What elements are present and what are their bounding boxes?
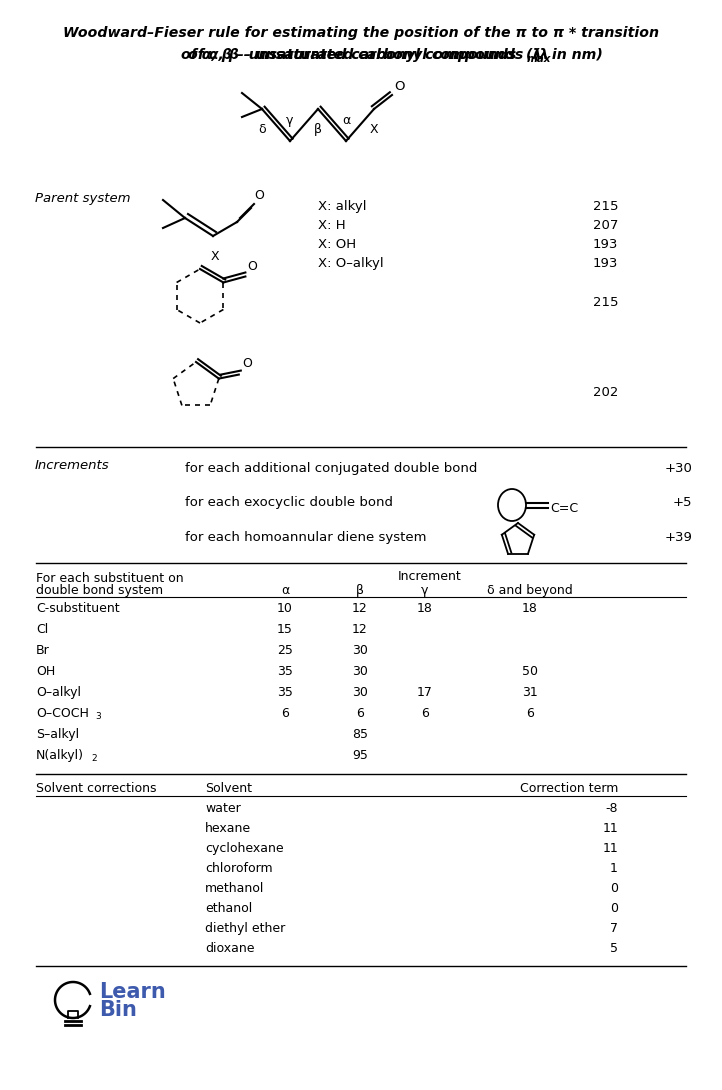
Text: 50: 50 bbox=[522, 665, 538, 678]
Text: N(alkyl): N(alkyl) bbox=[36, 749, 84, 762]
Text: 12: 12 bbox=[352, 623, 368, 635]
Text: 207: 207 bbox=[593, 219, 618, 232]
Text: O: O bbox=[254, 189, 264, 202]
Text: O–alkyl: O–alkyl bbox=[36, 686, 81, 699]
Text: chloroform: chloroform bbox=[205, 862, 273, 875]
Text: C-substituent: C-substituent bbox=[36, 602, 120, 615]
Text: for each additional conjugated double bond: for each additional conjugated double bo… bbox=[185, 462, 477, 475]
Text: methanol: methanol bbox=[205, 882, 264, 895]
Text: in nm): in nm) bbox=[547, 48, 603, 62]
Text: 30: 30 bbox=[352, 665, 368, 678]
Text: OH: OH bbox=[36, 665, 56, 678]
Text: ethanol: ethanol bbox=[205, 903, 252, 915]
Text: 1: 1 bbox=[610, 862, 618, 875]
Text: β: β bbox=[314, 123, 322, 136]
Text: Solvent corrections: Solvent corrections bbox=[36, 782, 157, 795]
Text: O–COCH: O–COCH bbox=[36, 707, 89, 720]
Text: water: water bbox=[205, 802, 240, 815]
Text: X: X bbox=[370, 123, 378, 136]
Text: β: β bbox=[356, 584, 364, 597]
Text: +39: +39 bbox=[664, 531, 692, 544]
Text: 30: 30 bbox=[352, 686, 368, 699]
Text: 215: 215 bbox=[593, 296, 618, 308]
Text: 0: 0 bbox=[610, 882, 618, 895]
Text: 25: 25 bbox=[277, 644, 293, 657]
Text: γ: γ bbox=[421, 584, 429, 597]
Text: γ: γ bbox=[286, 114, 294, 128]
Text: 202: 202 bbox=[593, 386, 618, 399]
Text: 18: 18 bbox=[417, 602, 433, 615]
Text: Cl: Cl bbox=[36, 623, 48, 635]
Text: 10: 10 bbox=[277, 602, 293, 615]
Text: 193: 193 bbox=[593, 238, 618, 251]
Text: for each exocyclic double bond: for each exocyclic double bond bbox=[185, 496, 393, 509]
Text: Increment: Increment bbox=[398, 570, 462, 583]
Text: of α, β – unsaturated carbonyl compounds  (λ: of α, β – unsaturated carbonyl compounds… bbox=[180, 48, 542, 62]
Text: Br: Br bbox=[36, 644, 50, 657]
Text: 3: 3 bbox=[95, 712, 101, 720]
Text: 31: 31 bbox=[522, 686, 538, 699]
Text: O: O bbox=[394, 80, 404, 93]
Text: 6: 6 bbox=[526, 707, 534, 720]
Text: δ and beyond: δ and beyond bbox=[487, 584, 573, 597]
Text: 0: 0 bbox=[610, 903, 618, 915]
Text: Correction term: Correction term bbox=[520, 782, 618, 795]
Text: 15: 15 bbox=[277, 623, 293, 635]
Text: 7: 7 bbox=[610, 922, 618, 935]
Text: of α, β – unsaturated carbonyl compounds  (λ: of α, β – unsaturated carbonyl compounds… bbox=[188, 48, 549, 62]
Text: X: alkyl: X: alkyl bbox=[318, 199, 367, 213]
Text: α: α bbox=[342, 114, 350, 128]
Text: 95: 95 bbox=[352, 749, 368, 762]
Text: 85: 85 bbox=[352, 728, 368, 741]
Text: 12: 12 bbox=[352, 602, 368, 615]
Text: +30: +30 bbox=[664, 462, 692, 475]
Text: 2: 2 bbox=[91, 754, 97, 763]
Text: double bond system: double bond system bbox=[36, 584, 163, 597]
Text: 35: 35 bbox=[277, 686, 293, 699]
Text: 35: 35 bbox=[277, 665, 293, 678]
Text: cyclohexane: cyclohexane bbox=[205, 841, 284, 855]
Text: S–alkyl: S–alkyl bbox=[36, 728, 79, 741]
Text: Parent system: Parent system bbox=[35, 192, 131, 205]
Text: δ: δ bbox=[258, 123, 266, 136]
Text: 18: 18 bbox=[522, 602, 538, 615]
Text: For each substituent on: For each substituent on bbox=[36, 572, 183, 585]
Text: 6: 6 bbox=[281, 707, 289, 720]
Text: hexane: hexane bbox=[205, 822, 251, 835]
Text: for each homoannular diene system: for each homoannular diene system bbox=[185, 531, 427, 544]
Text: 5: 5 bbox=[610, 942, 618, 955]
Text: X: OH: X: OH bbox=[318, 238, 356, 251]
Text: 11: 11 bbox=[602, 822, 618, 835]
Text: X: O–alkyl: X: O–alkyl bbox=[318, 257, 383, 270]
Text: Learn: Learn bbox=[99, 982, 166, 1002]
Text: O: O bbox=[248, 259, 257, 272]
Text: diethyl ether: diethyl ether bbox=[205, 922, 285, 935]
Text: Woodward–Fieser rule for estimating the position of the π to π * transition: Woodward–Fieser rule for estimating the … bbox=[63, 26, 659, 40]
Text: 6: 6 bbox=[356, 707, 364, 720]
Text: 30: 30 bbox=[352, 644, 368, 657]
Text: -8: -8 bbox=[606, 802, 618, 815]
Text: X: X bbox=[211, 250, 219, 263]
Text: Bin: Bin bbox=[99, 1000, 137, 1020]
Text: 215: 215 bbox=[593, 199, 618, 213]
Text: Increments: Increments bbox=[35, 459, 110, 472]
Text: C=C: C=C bbox=[550, 502, 578, 514]
Text: α: α bbox=[281, 584, 289, 597]
Text: 193: 193 bbox=[593, 257, 618, 270]
Text: X: H: X: H bbox=[318, 219, 346, 232]
Text: 11: 11 bbox=[602, 841, 618, 855]
Text: 6: 6 bbox=[421, 707, 429, 720]
Text: 17: 17 bbox=[417, 686, 433, 699]
Text: dioxane: dioxane bbox=[205, 942, 254, 955]
Text: Solvent: Solvent bbox=[205, 782, 252, 795]
Text: O: O bbox=[242, 356, 252, 370]
Text: +5: +5 bbox=[672, 496, 692, 509]
Text: max: max bbox=[527, 54, 552, 64]
